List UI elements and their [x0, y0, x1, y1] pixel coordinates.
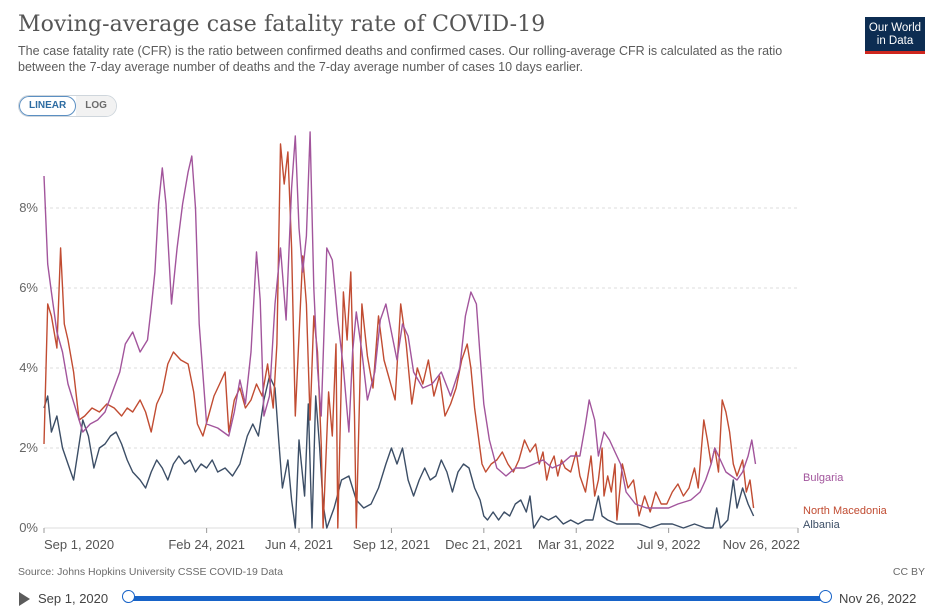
series-layer	[43, 131, 757, 529]
chart-title: Moving-average case fatality rate of COV…	[18, 12, 546, 37]
log-scale-button[interactable]: LOG	[76, 96, 116, 116]
legend-label-north-macedonia[interactable]: North Macedonia	[803, 505, 888, 517]
logo-line-1: Our World	[868, 22, 922, 34]
timeline-start-label: Sep 1, 2020	[38, 591, 109, 606]
series-line-north-macedonia[interactable]	[43, 143, 755, 529]
license-link[interactable]: CC BY	[892, 566, 925, 578]
scale-toggle: LINEAR LOG	[18, 95, 117, 117]
timeline-end-label: Nov 26, 2022	[839, 591, 917, 606]
series-line-bulgaria[interactable]	[43, 131, 757, 509]
linear-scale-button[interactable]: LINEAR	[19, 96, 77, 116]
line-chart[interactable]: 0% 2% 4% 6% 8% Sep 1, 2020 Feb 24, 2021 Jun 4, …	[0, 120, 943, 560]
legend-label-albania[interactable]: Albania	[803, 519, 841, 531]
grid-layer	[43, 207, 799, 533]
timeline-track[interactable]	[128, 596, 825, 601]
play-icon[interactable]	[19, 592, 30, 606]
y-tick-label: 0%	[19, 520, 38, 535]
timeline-slider: Sep 1, 2020 Nov 26, 2022	[0, 588, 943, 612]
y-tick-label: 2%	[19, 440, 38, 455]
x-tick-label: Sep 1, 2020	[44, 537, 114, 552]
timeline-start-handle[interactable]	[122, 590, 135, 603]
x-tick-label: Feb 24, 2021	[168, 537, 245, 552]
label-layer: 0% 2% 4% 6% 8% Sep 1, 2020 Feb 24, 2021 Jun 4, …	[19, 200, 887, 552]
chart-subtitle: The case fatality rate (CFR) is the rati…	[18, 44, 783, 74]
y-tick-label: 6%	[19, 280, 38, 295]
owid-logo[interactable]: Our World in Data	[865, 17, 925, 54]
x-tick-label: Jul 9, 2022	[637, 537, 701, 552]
timeline-end-handle[interactable]	[819, 590, 832, 603]
x-tick-label: Sep 12, 2021	[353, 537, 430, 552]
x-tick-label: Jun 4, 2021	[265, 537, 333, 552]
logo-line-2: in Data	[876, 34, 914, 47]
y-tick-label: 4%	[19, 360, 38, 375]
source-note: Source: Johns Hopkins University CSSE CO…	[18, 566, 283, 578]
y-tick-label: 8%	[19, 200, 38, 215]
x-tick-label: Mar 31, 2022	[538, 537, 615, 552]
series-line-albania[interactable]	[43, 375, 755, 529]
legend-label-bulgaria[interactable]: Bulgaria	[803, 472, 844, 484]
x-tick-label: Nov 26, 2022	[723, 537, 800, 552]
x-tick-label: Dec 21, 2021	[445, 537, 522, 552]
